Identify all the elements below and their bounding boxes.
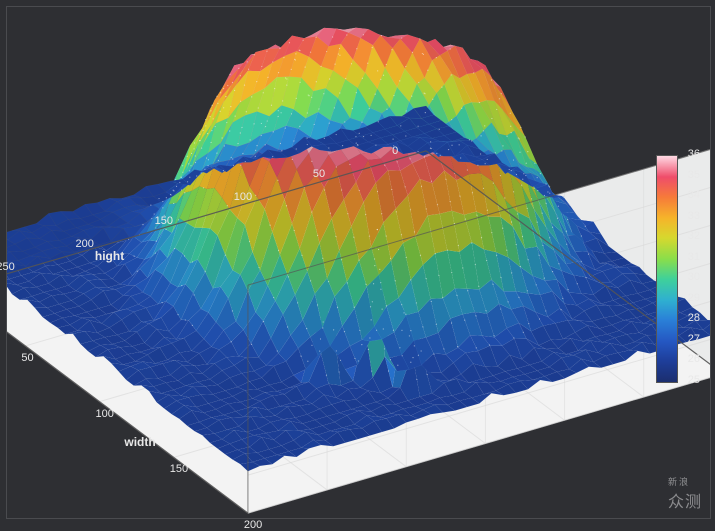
x-axis-label: width: [124, 435, 155, 449]
colorbar-tick: 28: [688, 312, 700, 324]
x-tick: 50: [21, 352, 33, 364]
colorbar-tick: 27: [688, 333, 700, 345]
colorbar-tick: 33: [688, 210, 700, 222]
y-tick: 100: [234, 191, 252, 203]
chart-frame: 050100150200250300 050100150200 24262830…: [6, 6, 711, 519]
colorbar: [656, 155, 678, 383]
y-axis-label: hight: [95, 249, 124, 263]
watermark: 新浪 众测: [668, 478, 702, 512]
colorbar-tick: 29: [688, 292, 700, 304]
colorbar-tick: 34: [688, 189, 700, 201]
y-tick: 0: [392, 145, 398, 157]
colorbar-tick: 25: [688, 374, 700, 386]
colorbar-tick: 26: [688, 353, 700, 365]
watermark-small: 新浪: [668, 478, 702, 487]
colorbar-tick: 30: [688, 271, 700, 283]
x-tick: 200: [244, 519, 262, 531]
y-tick: 150: [155, 215, 173, 227]
colorbar-tick: 35: [688, 169, 700, 181]
y-tick: 50: [313, 168, 325, 180]
colorbar-tick: 32: [688, 230, 700, 242]
x-tick: 100: [96, 408, 114, 420]
y-tick: 200: [75, 238, 93, 250]
x-tick: 150: [170, 463, 188, 475]
colorbar-tick: 36: [688, 148, 700, 160]
y-tick: 250: [0, 261, 15, 273]
colorbar-tick: 31: [688, 251, 700, 263]
watermark-large: 众测: [668, 494, 702, 511]
